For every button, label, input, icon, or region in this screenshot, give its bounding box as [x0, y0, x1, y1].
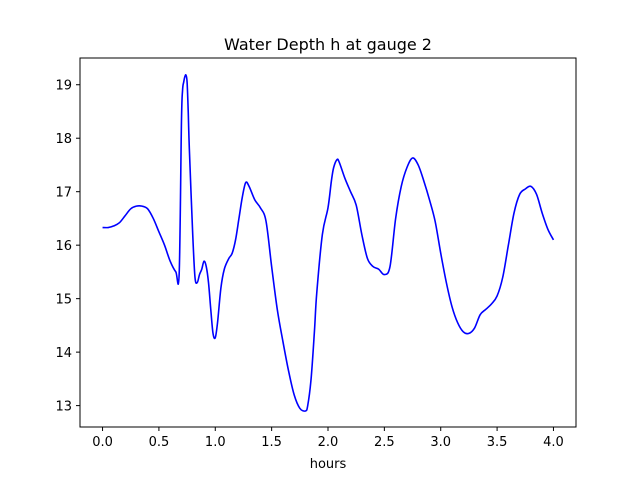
series-layer	[102, 74, 555, 412]
y-tick-label: 19	[55, 79, 72, 94]
x-tick-label: 2.0	[318, 435, 339, 450]
y-tick-label: 18	[55, 132, 72, 147]
x-tick-label: 2.5	[374, 435, 395, 450]
series-line-water-depth	[102, 74, 555, 412]
x-axis: 0.0 0.5 1.0 1.5 2.0 2.5 3.0 3.5 4.0	[92, 427, 564, 450]
x-tick-label: 0.5	[149, 435, 170, 450]
y-tick-label: 14	[55, 346, 72, 361]
x-tick-label: 3.0	[430, 435, 451, 450]
x-tick-label: 3.5	[487, 435, 508, 450]
x-tick-label: 1.5	[261, 435, 282, 450]
y-tick-label: 17	[55, 186, 72, 201]
x-tick-label: 0.0	[92, 435, 113, 450]
y-tick-label: 13	[55, 400, 72, 415]
y-tick-label: 15	[55, 293, 72, 308]
y-tick-label: 16	[55, 239, 72, 254]
x-tick-label: 1.0	[205, 435, 226, 450]
y-axis: 13 14 15 16 17 18 19	[55, 79, 80, 415]
chart-title: Water Depth h at gauge 2	[224, 35, 432, 54]
x-axis-title: hours	[310, 457, 347, 472]
x-tick-label: 4.0	[543, 435, 564, 450]
